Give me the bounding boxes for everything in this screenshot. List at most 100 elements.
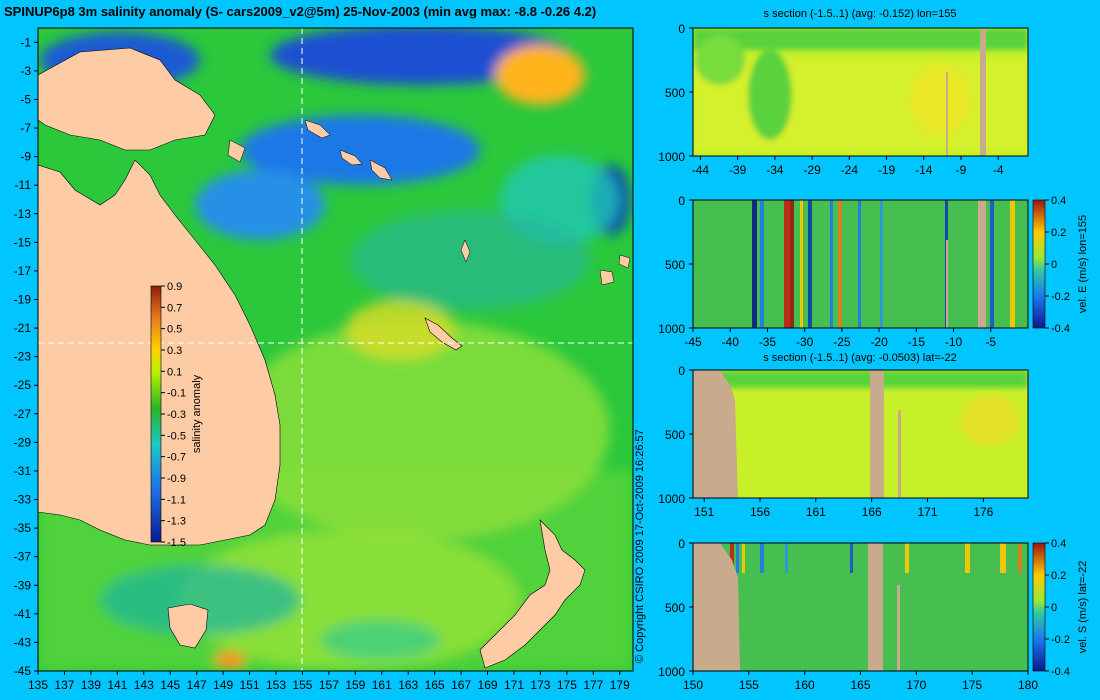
velocity-stripe <box>808 200 812 328</box>
map-colorbar-tick-label: 0.5 <box>167 324 182 336</box>
map-y-tick-label: -37 <box>14 550 32 564</box>
section-x-tick-label: 150 <box>683 678 703 692</box>
map-y-tick-label: -21 <box>14 321 32 335</box>
section-x-tick-label: -9 <box>956 163 967 177</box>
velocity-colorbar-tick-label: -0.4 <box>1051 666 1070 678</box>
map-x-tick-label: 137 <box>54 678 74 692</box>
map-colorbar-label: salinity anomaly <box>191 374 203 453</box>
land-new-caledonia <box>424 317 463 351</box>
map-colorbar-tick-label: -0.5 <box>167 430 186 442</box>
map-y-tick-label: -15 <box>14 235 32 249</box>
map-x-tick-label: 157 <box>319 678 339 692</box>
velocity-stripe <box>1000 543 1006 573</box>
section-x-tick-label: -15 <box>908 335 926 349</box>
velocity-colorbar-tick-label: 0.2 <box>1051 227 1066 239</box>
map-x-tick-label: 177 <box>583 678 603 692</box>
map-x-tick-label: 151 <box>240 678 260 692</box>
section-x-tick-label: -35 <box>759 335 777 349</box>
section-x-tick-label: 170 <box>906 678 926 692</box>
map-colorbar-tick-label: -0.1 <box>167 388 186 400</box>
section-x-tick-label: -14 <box>915 163 933 177</box>
section-x-tick-label: 161 <box>806 505 826 519</box>
figure-title: SPINUP6p8 3m salinity anomaly (S- cars20… <box>4 4 596 19</box>
map-y-tick-label: -43 <box>14 635 32 649</box>
map-y-tick-label: -13 <box>14 207 32 221</box>
velocity-stripe <box>760 543 764 573</box>
velocity-colorbar-tick-label: 0.4 <box>1051 538 1066 550</box>
map-x-tick-label: 147 <box>187 678 207 692</box>
section-x-tick-label: -40 <box>722 335 740 349</box>
velocity-stripe <box>790 200 794 328</box>
map-x-tick-label: 143 <box>134 678 154 692</box>
velocity-colorbar-tick-label: 0 <box>1051 602 1057 614</box>
velocity-stripe <box>830 200 833 328</box>
map-x-tick-label: 167 <box>451 678 471 692</box>
map-colorbar-tick-label: 0.7 <box>167 302 182 314</box>
map-y-tick-label: -41 <box>14 607 32 621</box>
section-y-tick-label: 0 <box>678 22 685 36</box>
velocity-stripe <box>730 543 734 573</box>
section-salinity-lat: s section (-1.5..1) (avg: -0.0503) lat=-… <box>658 352 1029 519</box>
land-new-zealand <box>479 519 586 669</box>
velocity-stripe <box>784 200 790 328</box>
map-x-tick-label: 159 <box>345 678 365 692</box>
section-y-tick-label: 1000 <box>658 150 685 164</box>
velocity-stripe <box>736 543 739 573</box>
map-x-tick-label: 153 <box>266 678 286 692</box>
section-y-tick-label: 0 <box>678 194 685 208</box>
section-y-tick-label: 500 <box>665 258 685 272</box>
velocity-stripe <box>1018 543 1022 573</box>
section-x-tick-label: 171 <box>917 505 937 519</box>
section-x-tick-label: -4 <box>993 163 1004 177</box>
section-x-tick-label: -10 <box>945 335 963 349</box>
section-y-tick-label: 500 <box>665 428 685 442</box>
land-new-guinea <box>38 47 216 151</box>
panel4-ylabel: vel. S (m/s) lat=-22 <box>1077 561 1089 654</box>
velocity-stripe <box>965 543 970 573</box>
land-tasmania <box>167 603 209 649</box>
map-y-tick-label: -19 <box>14 292 32 306</box>
section-y-tick-label: 0 <box>678 364 685 378</box>
velocity-colorbar-tick-label: 0.2 <box>1051 570 1066 582</box>
panel1-title: s section (-1.5..1) (avg: -0.152) lon=15… <box>764 8 957 20</box>
map-y-tick-label: -33 <box>14 493 32 507</box>
map-x-tick-label: 173 <box>530 678 550 692</box>
section-y-tick-label: 500 <box>665 86 685 100</box>
velocity-stripe <box>752 200 757 328</box>
section-x-tick-label: 160 <box>795 678 815 692</box>
map-y-tick-label: -11 <box>15 178 32 192</box>
map-y-tick-label: -45 <box>14 664 32 678</box>
velocity-colorbar-tick-label: -0.2 <box>1051 291 1070 303</box>
map-colorbar-tick-label: 0.9 <box>167 281 182 293</box>
panel3-title: s section (-1.5..1) (avg: -0.0503) lat=-… <box>763 352 957 364</box>
map-x-tick-label: 163 <box>398 678 418 692</box>
map-y-tick-label: -39 <box>14 578 32 592</box>
section-x-tick-label: -19 <box>878 163 896 177</box>
section-x-tick-label: 155 <box>739 678 759 692</box>
map-x-tick-label: 171 <box>504 678 524 692</box>
map-x-tick-label: 135 <box>28 678 48 692</box>
map-y-tick-label: -1 <box>20 35 31 49</box>
map-x-tick-label: 155 <box>292 678 312 692</box>
map-y-tick-label: -7 <box>20 121 31 135</box>
map-y-tick-label: -3 <box>20 64 31 78</box>
map-colorbar-tick-label: -1.3 <box>167 516 186 528</box>
velocity-colorbar-tick-label: 0.4 <box>1051 195 1066 207</box>
section-x-tick-label: -25 <box>833 335 851 349</box>
map-colorbar-tick-label: -1.1 <box>167 494 186 506</box>
velocity-east-colorbar: 0.4 0.2 0 -0.2 -0.4 vel. E (m/s) lon=155 <box>1032 195 1089 335</box>
velocity-stripe <box>1010 200 1015 328</box>
map-y-tick-label: -5 <box>20 92 31 106</box>
section-x-tick-label: -24 <box>841 163 859 177</box>
section-x-tick-label: -29 <box>803 163 821 177</box>
velocity-stripe <box>858 200 861 328</box>
map-colorbar: 0.9 0.7 0.5 0.3 0.1 -0.1 -0.3 -0.5 -0.7 -0.9 -1.1 -… <box>150 281 203 549</box>
map-y-tick-label: -23 <box>14 350 32 364</box>
map-x-tick-label: 141 <box>107 678 127 692</box>
section-y-tick-label: 1000 <box>658 492 685 506</box>
velocity-stripe <box>800 200 803 328</box>
section-x-tick-label: -34 <box>766 163 784 177</box>
velocity-stripe <box>880 200 883 328</box>
map-x-tick-label: 179 <box>610 678 630 692</box>
map-x-tick-label: 165 <box>425 678 445 692</box>
